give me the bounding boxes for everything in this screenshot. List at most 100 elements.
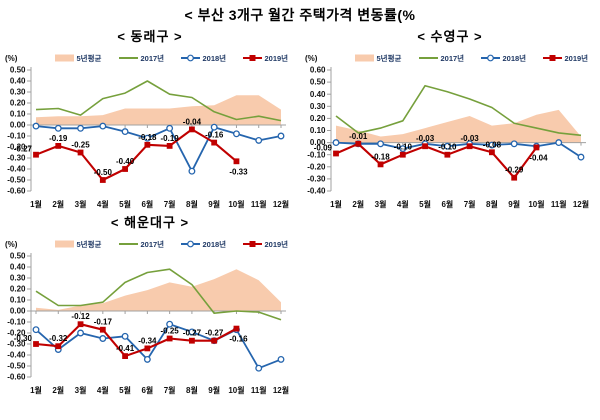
svg-text:-0.40: -0.40 (307, 187, 326, 196)
data-labels-2019년: -0.09-0.01-0.18-0.10-0.03-0.10-0.03-0.08… (314, 132, 548, 175)
svg-text:1월: 1월 (30, 199, 42, 209)
series-2018년 (32, 122, 285, 175)
svg-text:12월: 12월 (273, 385, 289, 395)
series-area-5yr-avg (36, 269, 281, 311)
svg-text:-0.19: -0.19 (49, 134, 68, 143)
svg-text:-0.09: -0.09 (314, 143, 333, 152)
svg-text:0.40: 0.40 (10, 77, 26, 86)
svg-text:-0.29: -0.29 (505, 166, 524, 175)
svg-text:9월: 9월 (508, 199, 520, 209)
legend-label: 2017년 (141, 239, 165, 249)
svg-text:-0.30: -0.30 (307, 175, 326, 184)
chart-title: < 해운대구 > (110, 215, 190, 230)
legend-label: 2017년 (141, 53, 165, 63)
chart-canvas: (%) 5년평균 2017년 2018년 2019년 0.50 0.40 0.30 0.20 0.… (5, 53, 289, 209)
svg-text:0.60: 0.60 (310, 66, 326, 75)
svg-text:-0.27: -0.27 (205, 329, 224, 338)
legend-square-marker (549, 55, 556, 61)
legend-square-marker (249, 241, 256, 247)
svg-text:5월: 5월 (119, 385, 131, 395)
svg-text:2월: 2월 (352, 199, 364, 209)
svg-text:11월: 11월 (251, 199, 267, 209)
y-axis-unit-label: (%) (305, 54, 318, 63)
svg-text:3월: 3월 (375, 199, 387, 209)
svg-text:0.00: 0.00 (310, 138, 326, 147)
svg-text:10월: 10월 (228, 385, 244, 395)
svg-text:8월: 8월 (186, 199, 198, 209)
svg-text:2월: 2월 (52, 385, 64, 395)
svg-text:0.10: 0.10 (10, 296, 26, 305)
y-axis: 0.60 0.50 0.40 0.30 0.20 0.10 0.00 -0.10 -0.20 -0… (307, 66, 332, 196)
svg-text:12월: 12월 (573, 199, 589, 209)
chart-title: < 동래구 > (117, 29, 183, 44)
svg-text:-0.01: -0.01 (349, 132, 368, 141)
svg-text:-0.18: -0.18 (138, 133, 157, 142)
svg-text:-0.12: -0.12 (71, 312, 90, 321)
legend-label: 2018년 (503, 53, 527, 63)
svg-text:-0.40: -0.40 (7, 351, 26, 360)
svg-text:5월: 5월 (419, 199, 431, 209)
svg-text:-0.50: -0.50 (94, 168, 113, 177)
chart-dongnae-gu: < 동래구 > (%) 5년평균 2017년 2018년 2019년 0.50 0.40 0.… (0, 27, 300, 219)
svg-text:-0.19: -0.19 (161, 134, 180, 143)
x-axis-labels: 1월 2월 3월 4월 5월 6월 7월 8월 9월 10월 11월 12월 (30, 385, 289, 395)
svg-text:-0.04: -0.04 (183, 117, 202, 126)
legend-label: 2017년 (441, 53, 465, 63)
legend-label: 2019년 (265, 239, 289, 249)
svg-text:7월: 7월 (164, 385, 176, 395)
svg-text:-0.27: -0.27 (14, 145, 33, 154)
svg-text:4월: 4월 (97, 199, 109, 209)
svg-text:0.30: 0.30 (10, 88, 26, 97)
svg-text:-0.10: -0.10 (438, 143, 457, 152)
svg-text:2월: 2월 (52, 199, 64, 209)
svg-text:-0.32: -0.32 (49, 334, 68, 343)
legend-area-swatch (355, 54, 374, 62)
svg-text:-0.20: -0.20 (7, 143, 26, 152)
svg-text:10월: 10월 (528, 199, 544, 209)
y-axis-unit-label: (%) (5, 240, 18, 249)
svg-text:-0.33: -0.33 (229, 167, 248, 176)
series-2019년 (33, 126, 240, 183)
chart-haeundae-gu: < 해운대구 > (%) 5년평균 2017년 2018년 2019년 0.50 0.40 0… (0, 213, 300, 405)
legend-label: 5년평균 (77, 239, 102, 249)
series-2017년 (35, 80, 282, 122)
svg-text:0.20: 0.20 (10, 99, 26, 108)
svg-text:-0.60: -0.60 (7, 187, 26, 196)
svg-text:-0.16: -0.16 (229, 335, 248, 344)
legend-area-swatch (55, 240, 74, 248)
svg-text:-0.34: -0.34 (138, 336, 157, 345)
legend-label: 2018년 (203, 53, 227, 63)
svg-text:0.50: 0.50 (310, 78, 326, 87)
chart-title: < 수영구 > (417, 29, 483, 44)
svg-text:-0.41: -0.41 (116, 344, 135, 353)
svg-text:0.00: 0.00 (10, 307, 26, 316)
svg-text:-0.50: -0.50 (7, 362, 26, 371)
svg-text:-0.30: -0.30 (14, 334, 33, 343)
data-labels-2019년: -0.27-0.19-0.25-0.50-0.40-0.18 -0.19-0.04… (14, 117, 248, 177)
legend: 5년평균 2017년 2018년 2019년 (355, 53, 588, 63)
legend-circle-marker (187, 240, 194, 248)
series-2019년 (333, 140, 540, 181)
svg-text:-0.20: -0.20 (7, 329, 26, 338)
legend-circle-marker (487, 54, 494, 62)
x-axis-labels: 1월 2월 3월 4월 5월 6월 7월 8월 9월 10월 11월 12월 (330, 199, 589, 209)
svg-text:-0.16: -0.16 (205, 131, 224, 140)
svg-text:-0.30: -0.30 (7, 154, 26, 163)
svg-text:-0.10: -0.10 (7, 318, 26, 327)
svg-text:11월: 11월 (251, 385, 267, 395)
legend-area-swatch (55, 54, 74, 62)
svg-text:0.10: 0.10 (310, 126, 326, 135)
svg-text:4월: 4월 (397, 199, 409, 209)
svg-text:-0.25: -0.25 (161, 327, 180, 336)
chart-canvas: (%) 5년평균 2017년 2018년 2019년 0.50 0.40 0.30 0.20 0.… (5, 239, 289, 395)
series-area-5yr-avg (36, 95, 281, 125)
svg-text:4월: 4월 (97, 385, 109, 395)
series-area-5yr-avg (336, 109, 581, 143)
svg-text:-0.25: -0.25 (71, 141, 90, 150)
svg-text:5월: 5월 (119, 199, 131, 209)
svg-text:0.10: 0.10 (10, 110, 26, 119)
legend-label: 5년평균 (77, 53, 102, 63)
svg-text:0.20: 0.20 (10, 285, 26, 294)
svg-text:0.30: 0.30 (310, 102, 326, 111)
